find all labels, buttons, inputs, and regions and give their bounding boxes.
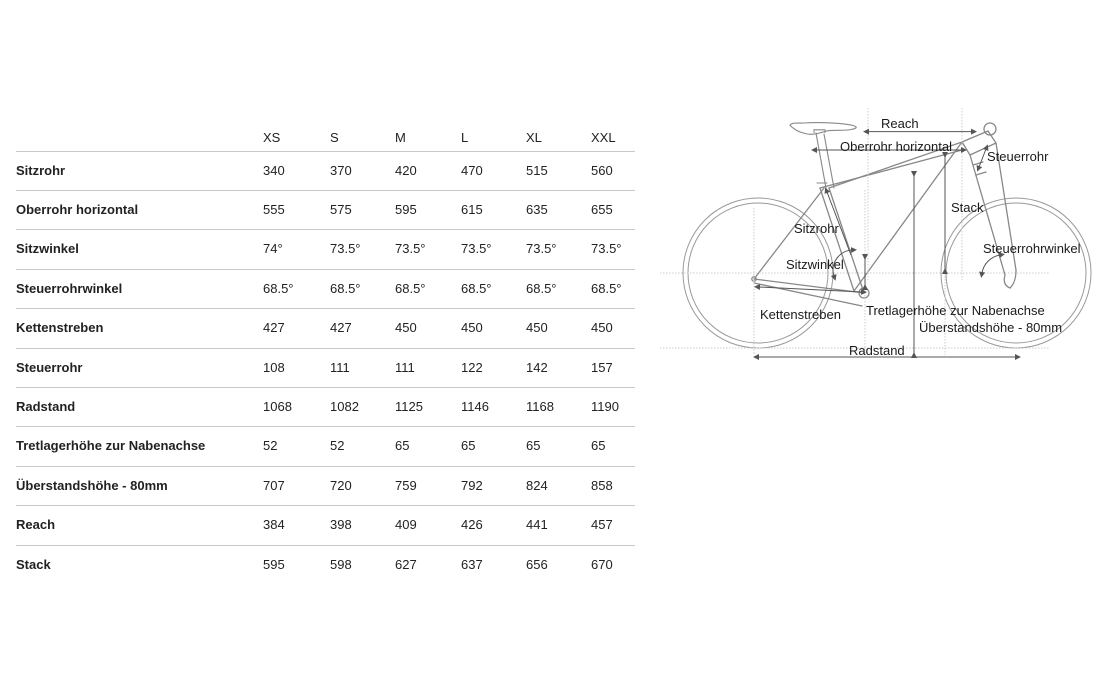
svg-text:Steuerrohrwinkel: Steuerrohrwinkel (983, 241, 1081, 256)
svg-text:Radstand: Radstand (849, 343, 905, 358)
svg-text:Sitzrohr: Sitzrohr (794, 221, 839, 236)
svg-text:Sitzwinkel: Sitzwinkel (786, 257, 844, 272)
svg-text:Steuerrohr: Steuerrohr (987, 149, 1049, 164)
svg-text:Oberrohr horizontal: Oberrohr horizontal (840, 139, 952, 154)
svg-text:Tretlagerhöhe zur Nabenachse: Tretlagerhöhe zur Nabenachse (866, 303, 1045, 318)
svg-text:Reach: Reach (881, 116, 919, 131)
svg-text:Stack: Stack (951, 200, 984, 215)
svg-text:Überstandshöhe - 80mm: Überstandshöhe - 80mm (919, 320, 1062, 335)
svg-text:Kettenstreben: Kettenstreben (760, 307, 841, 322)
